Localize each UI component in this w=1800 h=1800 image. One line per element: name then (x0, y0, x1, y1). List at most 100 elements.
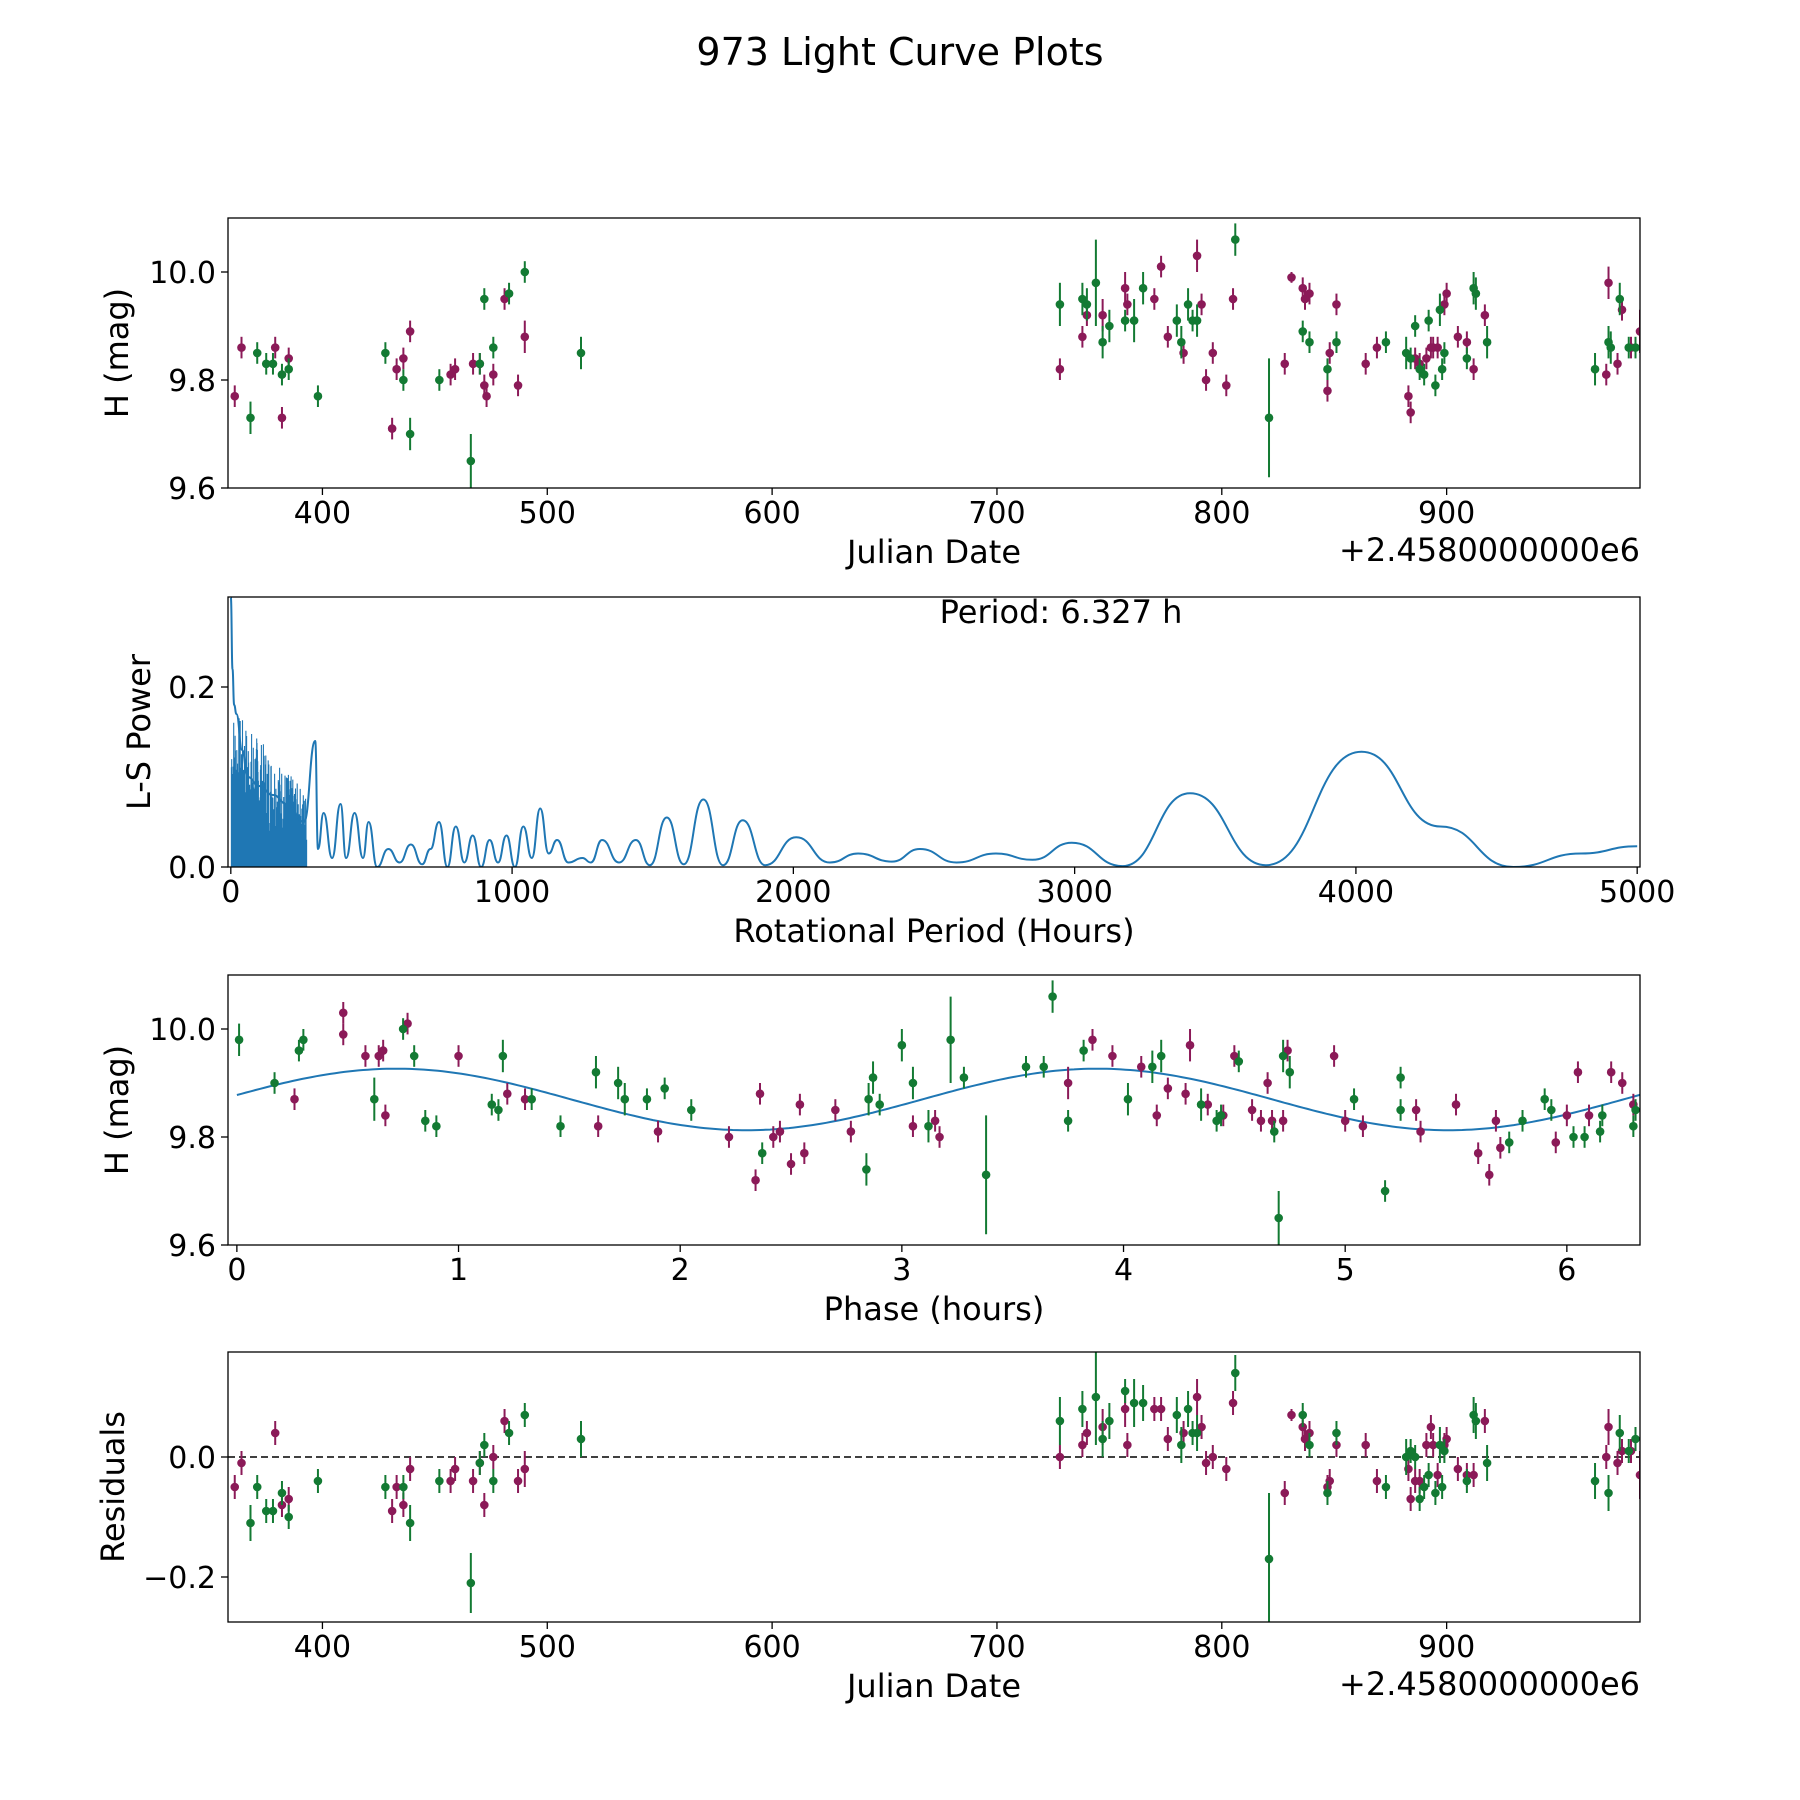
data-point (1201, 1458, 1211, 1468)
data-point (1422, 1440, 1431, 1450)
data-point (1433, 1470, 1442, 1480)
periodogram-line (229, 597, 1638, 867)
data-point (908, 1078, 918, 1088)
data-point (1569, 1132, 1578, 1142)
data-point (1129, 316, 1139, 325)
data-point (1230, 1368, 1240, 1378)
data-point (1419, 370, 1429, 379)
data-point (1323, 364, 1332, 374)
residuals-marks (228, 1352, 1640, 1622)
data-point (1473, 1148, 1483, 1158)
residuals-frame (227, 1351, 1641, 1623)
x-tick-label: 1 (449, 1253, 468, 1288)
data-point (653, 1127, 663, 1136)
data-point (290, 1094, 299, 1104)
residuals-y-label: Residuals (94, 1411, 132, 1563)
data-point (1396, 1073, 1405, 1082)
data-point (284, 364, 294, 374)
data-point (1181, 1089, 1190, 1099)
data-point (1573, 1067, 1583, 1077)
data-point (399, 1482, 408, 1492)
data-point (405, 1464, 415, 1474)
data-point (1606, 343, 1616, 352)
data-point (1426, 1422, 1436, 1432)
data-point (1091, 278, 1101, 288)
data-point (1617, 1078, 1627, 1088)
data-point (1247, 1105, 1257, 1115)
data-point (1361, 1440, 1370, 1450)
x-tick-label: 800 (1193, 496, 1250, 531)
data-point (1440, 348, 1449, 358)
data-point (1287, 1410, 1296, 1420)
data-point (1358, 1121, 1368, 1131)
data-point (1606, 1067, 1616, 1077)
data-point (1381, 337, 1391, 347)
lightcurve-marks (230, 223, 1640, 488)
data-point (435, 375, 444, 385)
data-point (1323, 1488, 1332, 1498)
data-point (1197, 1422, 1206, 1432)
data-point (313, 391, 323, 401)
data-point (660, 1084, 669, 1093)
data-point (294, 1046, 304, 1055)
data-point (1424, 1470, 1433, 1480)
data-point (489, 1476, 498, 1486)
data-point (1108, 1051, 1117, 1061)
data-point (1150, 1404, 1159, 1414)
data-point (432, 1121, 441, 1131)
data-point (1598, 1111, 1607, 1120)
data-point (1482, 337, 1492, 347)
lightcurve-offset-label: +2.4580000000e6 (1339, 531, 1640, 569)
x-tick-label: 4000 (1318, 875, 1394, 910)
data-point (234, 1035, 244, 1045)
data-point (1471, 289, 1481, 298)
data-point (1269, 1127, 1279, 1136)
data-point (775, 1127, 785, 1136)
data-point (381, 1111, 390, 1120)
data-point (1635, 327, 1640, 336)
data-point (1183, 300, 1193, 309)
data-point (1201, 375, 1211, 385)
data-point (1055, 1452, 1065, 1462)
data-point (1551, 1138, 1561, 1147)
data-point (576, 348, 586, 358)
data-point (1491, 1116, 1501, 1126)
data-point (1185, 1040, 1195, 1050)
data-point (1411, 1105, 1421, 1115)
data-point (1424, 316, 1433, 325)
data-point (1280, 1488, 1290, 1498)
data-point (230, 391, 240, 401)
data-point (1120, 316, 1130, 325)
data-point (1163, 1434, 1173, 1444)
data-point (482, 391, 491, 401)
data-point (1590, 364, 1600, 374)
data-point (270, 1078, 279, 1088)
data-point (1055, 1416, 1065, 1426)
x-tick-label: 700 (968, 1630, 1025, 1665)
data-point (1604, 278, 1613, 288)
data-point (1415, 1476, 1424, 1486)
data-point (1349, 1094, 1359, 1104)
data-point (1629, 1121, 1638, 1131)
data-point (786, 1159, 796, 1169)
x-tick-label: 400 (294, 1630, 351, 1665)
data-point (1631, 1105, 1640, 1115)
data-point (520, 1464, 530, 1474)
residuals-plot-area (228, 1352, 1640, 1622)
data-point (1228, 294, 1238, 304)
x-tick-label: 600 (743, 496, 800, 531)
data-point (1221, 1464, 1231, 1474)
data-point (1280, 359, 1290, 369)
data-point (475, 1458, 485, 1468)
data-point (450, 364, 460, 374)
data-point (1613, 1458, 1622, 1468)
data-point (381, 1482, 390, 1492)
data-point (381, 348, 390, 358)
data-point (642, 1094, 652, 1104)
data-point (405, 429, 415, 439)
data-point (1078, 1440, 1087, 1450)
data-point (1196, 1100, 1206, 1109)
data-point (237, 343, 246, 352)
data-point (277, 413, 287, 423)
data-point (1410, 321, 1420, 331)
